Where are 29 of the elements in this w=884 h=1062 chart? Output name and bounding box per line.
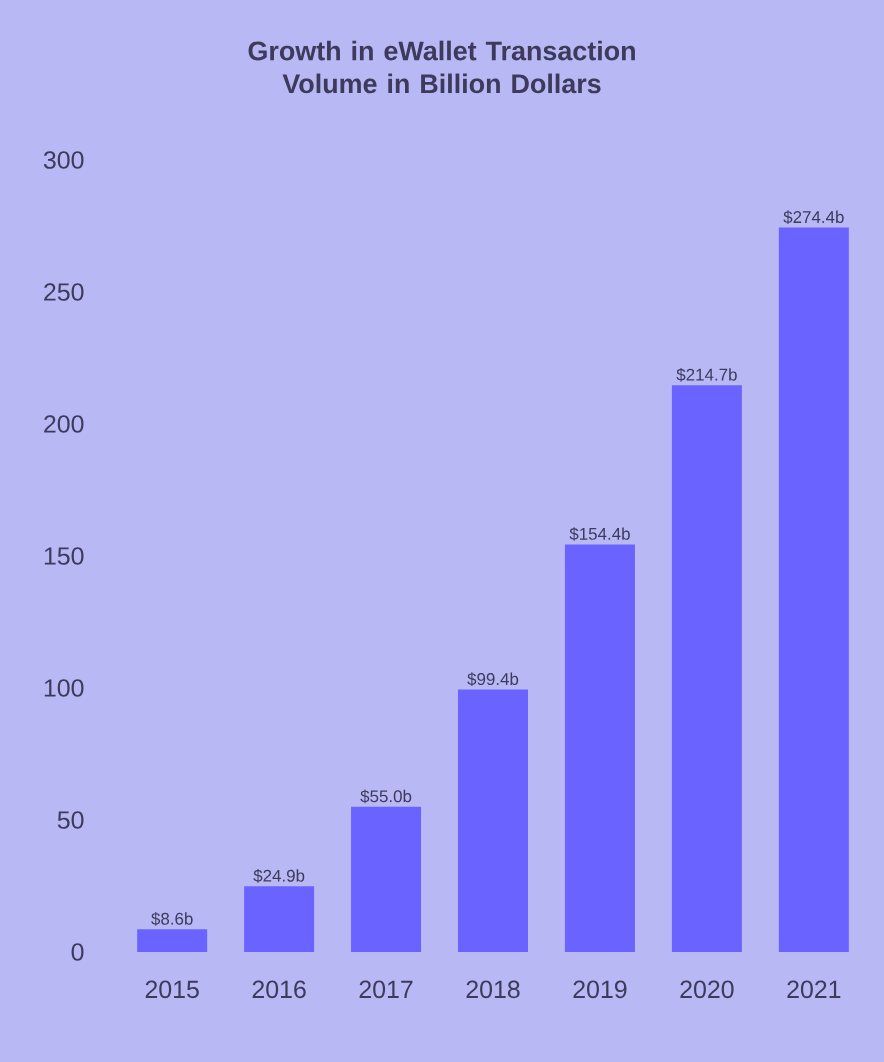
data-label: $154.4b — [569, 527, 630, 541]
x-tick-label: 2019 — [573, 980, 627, 999]
chart-title: Growth in eWallet Transaction Volume in Billion Dollars — [248, 40, 635, 94]
bar — [244, 886, 315, 952]
data-label: $99.4b — [467, 672, 519, 687]
bar — [564, 544, 635, 952]
x-tick-label: 2018 — [466, 980, 520, 999]
bar — [351, 806, 422, 952]
x-tick-label: 2021 — [787, 980, 841, 999]
y-tick-label: 0 — [71, 943, 84, 961]
data-label: $55.0b — [360, 789, 412, 804]
bar — [671, 385, 742, 952]
x-tick-label: 2015 — [145, 980, 199, 999]
y-tick-label: 200 — [44, 415, 84, 433]
y-tick-label: 150 — [44, 547, 84, 565]
data-label: $8.6b — [151, 912, 193, 926]
data-label: $214.7b — [676, 367, 737, 382]
x-tick-label: 2017 — [359, 980, 413, 999]
bar — [458, 689, 528, 952]
y-tick-label: 50 — [57, 811, 84, 829]
y-tick-label: 250 — [44, 283, 84, 301]
y-tick-label: 300 — [43, 151, 84, 169]
y-tick-label: 100 — [44, 679, 84, 697]
x-tick-label: 2020 — [680, 980, 734, 999]
bar — [137, 929, 208, 952]
bar — [778, 227, 849, 952]
x-tick-label: 2016 — [252, 980, 306, 999]
data-label: $24.9b — [253, 869, 305, 883]
data-label: $274.4b — [783, 210, 844, 225]
